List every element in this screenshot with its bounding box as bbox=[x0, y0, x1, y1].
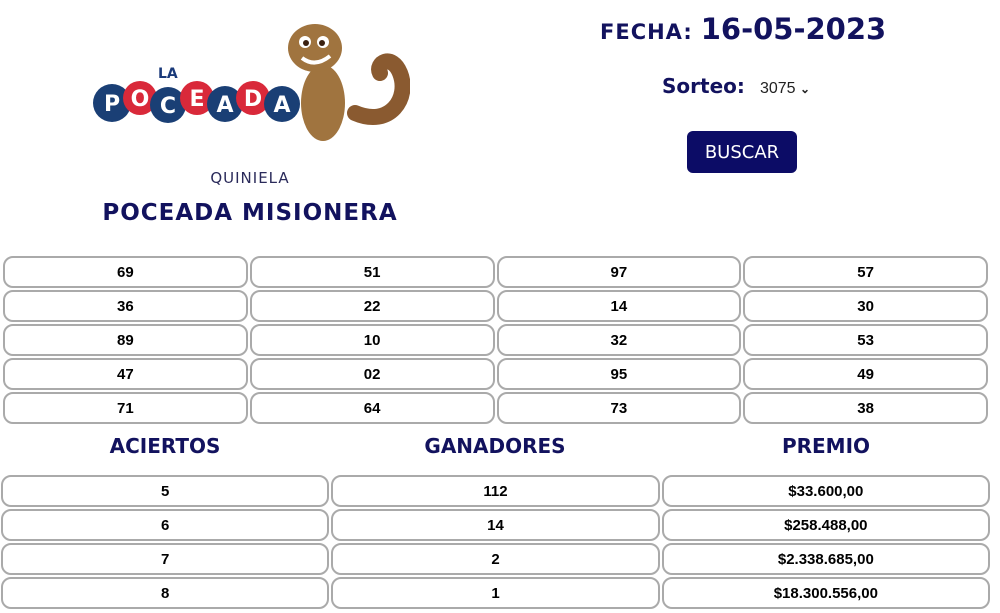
number-cell: 10 bbox=[249, 324, 495, 356]
svg-text:C: C bbox=[160, 94, 176, 119]
premio-cell: $258.488,00 bbox=[661, 509, 990, 541]
search-button[interactable]: BUSCAR bbox=[687, 131, 797, 173]
draw-selector: Sorteo: 3075 ⌄ bbox=[662, 74, 810, 98]
number-cell: 32 bbox=[496, 324, 742, 356]
number-cell: 30 bbox=[743, 290, 988, 322]
number-cell: 51 bbox=[249, 256, 495, 288]
number-cell: 36 bbox=[3, 290, 248, 322]
svg-text:P: P bbox=[104, 92, 120, 117]
drawn-numbers-grid: 69 51 97 57 36 22 14 30 89 10 32 53 47 02 95 49 71 64 73 38 bbox=[3, 256, 988, 424]
number-cell: 97 bbox=[496, 256, 742, 288]
ganadores-cell: 2 bbox=[331, 543, 660, 575]
svg-text:O: O bbox=[131, 87, 150, 112]
number-cell: 22 bbox=[249, 290, 495, 322]
date-label: FECHA: bbox=[600, 20, 693, 44]
number-cell: 14 bbox=[496, 290, 742, 322]
header-aciertos: ACIERTOS bbox=[109, 434, 221, 458]
svg-text:A: A bbox=[273, 93, 290, 118]
aciertos-cell: 6 bbox=[1, 509, 330, 541]
number-cell: 38 bbox=[743, 392, 988, 424]
draw-label: Sorteo: bbox=[662, 74, 745, 98]
svg-text:D: D bbox=[244, 87, 262, 112]
aciertos-cell: 7 bbox=[1, 543, 330, 575]
number-cell: 73 bbox=[496, 392, 742, 424]
category-label: QUINIELA bbox=[210, 169, 290, 187]
chevron-down-icon: ⌄ bbox=[800, 82, 811, 96]
prizes-table: 5 112 $33.600,00 6 14 $258.488,00 7 2 $2.338.685… bbox=[1, 475, 990, 609]
number-cell: 69 bbox=[3, 256, 248, 288]
number-cell: 95 bbox=[496, 358, 742, 390]
draw-select[interactable]: 3075 ⌄ bbox=[760, 80, 810, 97]
ganadores-cell: 1 bbox=[331, 577, 660, 609]
ganadores-cell: 14 bbox=[331, 509, 660, 541]
number-cell: 89 bbox=[3, 324, 248, 356]
header-premio: PREMIO bbox=[781, 434, 871, 458]
number-cell: 02 bbox=[249, 358, 495, 390]
la-poceada-logo: LA P O C E A D A bbox=[93, 24, 410, 141]
premio-cell: $33.600,00 bbox=[661, 475, 990, 507]
premio-cell: $2.338.685,00 bbox=[661, 543, 990, 575]
svg-text:LA: LA bbox=[158, 66, 178, 82]
number-cell: 64 bbox=[249, 392, 495, 424]
premio-cell: $18.300.556,00 bbox=[661, 577, 990, 609]
aciertos-cell: 5 bbox=[1, 475, 330, 507]
number-cell: 49 bbox=[743, 358, 988, 390]
number-cell: 57 bbox=[743, 256, 988, 288]
ganadores-cell: 112 bbox=[331, 475, 660, 507]
page-title: POCEADA MISIONERA bbox=[102, 200, 398, 226]
header-ganadores: GANADORES bbox=[424, 434, 566, 458]
date-display: FECHA: 16-05-2023 bbox=[600, 12, 886, 46]
number-cell: 53 bbox=[743, 324, 988, 356]
svg-text:E: E bbox=[189, 87, 204, 112]
date-value: 16-05-2023 bbox=[700, 12, 887, 46]
number-cell: 47 bbox=[3, 358, 248, 390]
svg-text:A: A bbox=[216, 93, 233, 118]
number-cell: 71 bbox=[3, 392, 248, 424]
draw-select-value: 3075 bbox=[759, 80, 796, 97]
aciertos-cell: 8 bbox=[1, 577, 330, 609]
